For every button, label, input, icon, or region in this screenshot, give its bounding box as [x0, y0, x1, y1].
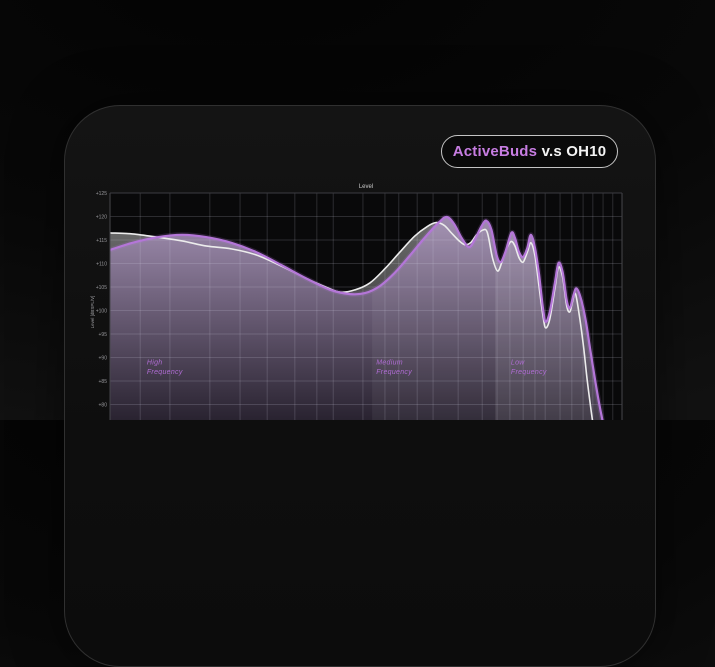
y-tick-label: +105: [96, 285, 107, 291]
series-activebuds-line: [110, 215, 604, 420]
region-label-2: Low Frequency: [511, 360, 547, 377]
series-activebuds-area: [110, 216, 603, 420]
y-tick-label: +120: [96, 214, 107, 220]
y-tick-label: +95: [99, 332, 108, 338]
y-tick-labels: +125 +120 +115 +110 +105 +100 +95 +90 +85 +80: [96, 191, 107, 408]
chart-title: Level: [359, 184, 373, 190]
badge-product-b: OH10: [566, 143, 607, 160]
comparison-badge[interactable]: ActiveBuds v.s OH10: [441, 135, 618, 168]
y-tick-label: +80: [99, 402, 108, 408]
region-label-0: High Frequency: [147, 360, 183, 377]
y-tick-label: +100: [96, 308, 107, 314]
plot-area: [110, 192, 622, 420]
y-tick-label: +125: [96, 191, 107, 197]
region-label-1: Medium Frequency: [376, 360, 412, 377]
y-tick-label: +85: [99, 379, 108, 385]
grid: [110, 192, 622, 420]
y-tick-label: +90: [99, 355, 108, 361]
badge-versus: v.s: [537, 143, 567, 160]
frequency-response-chart: +125 +120 +115 +110 +105 +100 +95 +90 +85 +80 Leve…: [90, 184, 623, 420]
y-axis-label: Level [dBSPL/V]: [90, 296, 95, 329]
badge-product-a: ActiveBuds: [452, 143, 538, 160]
y-tick-label: +115: [96, 238, 107, 244]
y-tick-label: +110: [96, 261, 107, 267]
